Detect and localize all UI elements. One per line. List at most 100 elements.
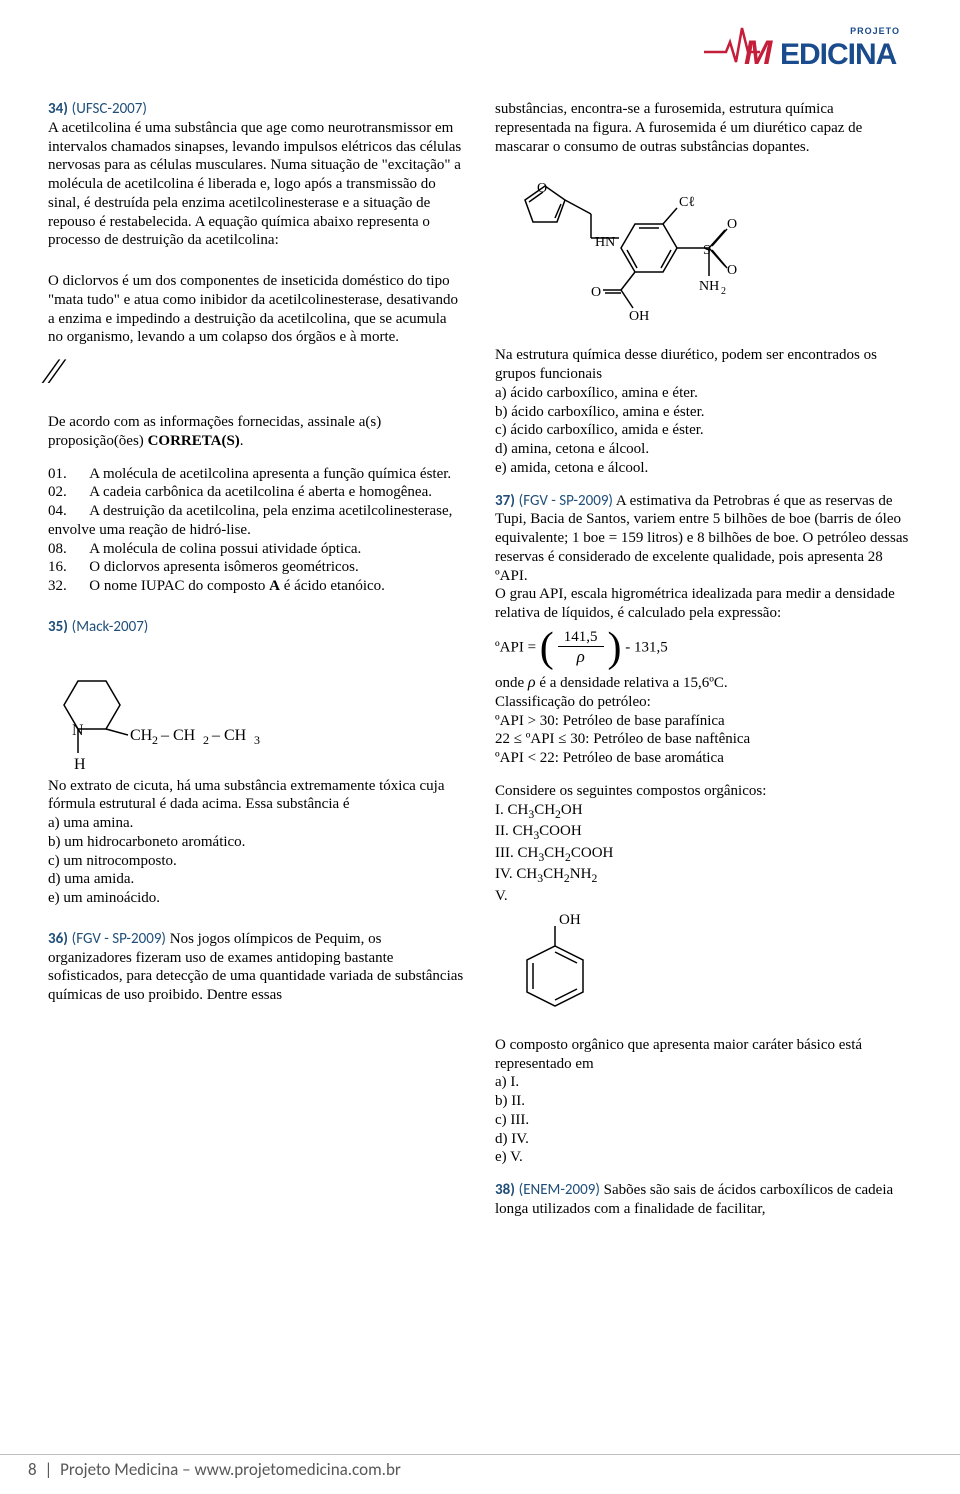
svg-text:2: 2 <box>152 733 158 747</box>
svg-text:OH: OH <box>629 309 649 324</box>
svg-text:O: O <box>591 285 601 300</box>
q36-p2: substâncias, encontra-se a furosemida, e… <box>495 100 912 156</box>
q36-b: b) ácido carboxílico, amina e éster. <box>495 403 912 422</box>
q36-e: e) amida, cetona e álcool. <box>495 459 912 478</box>
logo-m: M <box>744 34 773 68</box>
q36-num: 36) <box>48 930 68 948</box>
q34-p3c: . <box>240 433 244 449</box>
svg-text:HN: HN <box>595 235 615 250</box>
svg-text:O: O <box>537 181 547 196</box>
q37-c4: IV. CH3CH2NH2 <box>495 865 912 887</box>
q34-opt32: 32. O nome IUPAC do composto A é ácido e… <box>48 577 465 596</box>
api-rhs: - 131,5 <box>625 639 668 655</box>
q37-p3: O composto orgânico que apresenta maior … <box>495 1036 912 1074</box>
q35-a: a) uma amina. <box>48 814 465 833</box>
q35-p1: No extrato de cicuta, há uma substância … <box>48 777 465 815</box>
svg-text:O: O <box>727 217 737 232</box>
hatch-mark: ∕∕ <box>48 353 465 389</box>
svg-text:OH: OH <box>559 912 581 928</box>
q37-onde: onde ρ é a densidade relativa a 15,6ºC. <box>495 673 912 693</box>
q36-d: d) amina, cetona e álcool. <box>495 440 912 459</box>
logo: PROJETO M EDICINA <box>702 20 912 74</box>
q34-opt01: 01. A molécula de acetilcolina apresenta… <box>48 465 465 484</box>
api-lhs: ºAPI = <box>495 639 536 655</box>
svg-text:– CH: – CH <box>211 727 247 744</box>
q35-num: 35) <box>48 618 68 636</box>
q37-class1: ºAPI > 30: Petróleo de base parafínica <box>495 712 912 731</box>
content-columns: 34) (UFSC-2007) A acetilcolina é uma sub… <box>48 100 912 1219</box>
q36-structure: O HN Cℓ S O O NH 2 O OH <box>495 156 805 346</box>
logo-svg: PROJETO M EDICINA <box>702 20 912 68</box>
q34-p3: De acordo com as informações fornecidas,… <box>48 413 465 451</box>
svg-text:O: O <box>727 263 737 278</box>
q37-c2: II. CH3COOH <box>495 822 912 844</box>
q37-src: (FGV - SP-2009) <box>519 492 613 510</box>
q35-d: d) uma amida. <box>48 870 465 889</box>
q36-a: a) ácido carboxílico, amina e éter. <box>495 384 912 403</box>
q37-cons: Considere os seguintes compostos orgânic… <box>495 782 912 801</box>
svg-text:2: 2 <box>203 733 209 747</box>
svg-text:H: H <box>74 756 86 773</box>
svg-text:CH: CH <box>130 727 153 744</box>
q34-src: (UFSC-2007) <box>72 100 147 118</box>
q38-src: (ENEM-2009) <box>519 1181 600 1199</box>
q38-num: 38) <box>495 1181 515 1199</box>
q37-p2: O grau API, escala higrométrica idealiza… <box>495 585 912 623</box>
svg-text:3: 3 <box>254 733 260 747</box>
q37-d: d) IV. <box>495 1130 912 1149</box>
q37-c3: III. CH3CH2COOH <box>495 844 912 866</box>
q36-header-inline: 36) (FGV - SP-2009) Nos jogos olímpicos … <box>48 930 465 1005</box>
page-footer: 8 | Projeto Medicina – www.projetomedici… <box>0 1454 960 1480</box>
q35-header: 35) (Mack-2007) <box>48 618 465 637</box>
q34-header: 34) (UFSC-2007) <box>48 100 465 119</box>
page-container: PROJETO M EDICINA 34) (UFSC-2007) A acet… <box>0 0 960 1494</box>
q36-c: c) ácido carboxílico, amida e éster. <box>495 421 912 440</box>
q37-c: c) III. <box>495 1111 912 1130</box>
rho-symbol: ρ <box>528 674 536 691</box>
q37-b: b) II. <box>495 1092 912 1111</box>
q34-p2: O diclorvos é um dos componentes de inse… <box>48 272 465 347</box>
q35-b: b) um hidrocarboneto aromático. <box>48 833 465 852</box>
svg-text:N: N <box>72 722 84 739</box>
api-num: 141,5 <box>558 629 604 647</box>
svg-text:2: 2 <box>721 286 726 297</box>
api-den: ρ <box>571 647 591 667</box>
q34-p3b: CORRETA(S) <box>148 433 240 449</box>
svg-text:Cℓ: Cℓ <box>679 195 695 210</box>
q37-e: e) V. <box>495 1148 912 1167</box>
svg-text:NH: NH <box>699 279 719 294</box>
q34-opt02: 02. A cadeia carbônica da acetilcolina é… <box>48 483 465 502</box>
right-column: substâncias, encontra-se a furosemida, e… <box>495 100 912 1219</box>
q37-class-h: Classificação do petróleo: <box>495 693 912 712</box>
q35-structure: N H CH 2 – CH 2 – CH 3 <box>48 637 268 777</box>
q37-header-inline: 37) (FGV - SP-2009) A estimativa da Petr… <box>495 492 912 586</box>
q37-a: a) I. <box>495 1073 912 1092</box>
left-column: 34) (UFSC-2007) A acetilcolina é uma sub… <box>48 100 465 1219</box>
q35-c: c) um nitrocomposto. <box>48 852 465 871</box>
svg-text:S: S <box>703 243 711 258</box>
q37-formula: ºAPI = ( 141,5 ρ ) - 131,5 <box>495 627 912 669</box>
logo-small-text: PROJETO <box>850 26 900 36</box>
q34-opt08: 08. A molécula de colina possui atividad… <box>48 540 465 559</box>
q35-e: e) um aminoácido. <box>48 889 465 908</box>
footer-page: 8 <box>28 1459 37 1480</box>
q37-phenol: OH <box>495 906 635 1036</box>
q36-src: (FGV - SP-2009) <box>72 930 166 948</box>
q34-p1: A acetilcolina é uma substância que age … <box>48 119 465 250</box>
q35-src: (Mack-2007) <box>72 618 149 636</box>
footer-site: Projeto Medicina – www.projetomedicina.c… <box>60 1459 401 1480</box>
q37-class2: 22 ≤ ºAPI ≤ 30: Petróleo de base naftêni… <box>495 730 912 749</box>
q34-opt04: 04. A destruição da acetilcolina, pela e… <box>48 502 465 540</box>
q37-num: 37) <box>495 492 515 510</box>
q37-c5: V. <box>495 887 912 906</box>
api-fraction: ( 141,5 ρ ) <box>540 627 622 669</box>
q34-num: 34) <box>48 100 68 118</box>
q36-p3: Na estrutura química desse diurético, po… <box>495 346 912 384</box>
q34-opt16: 16. O diclorvos apresenta isômeros geomé… <box>48 558 465 577</box>
footer-sep: | <box>44 1459 52 1480</box>
svg-text:– CH: – CH <box>160 727 196 744</box>
q38-header-inline: 38) (ENEM-2009) Sabões são sais de ácido… <box>495 1181 912 1219</box>
logo-rest: EDICINA <box>780 38 897 68</box>
q37-c1: I. CH3CH2OH <box>495 801 912 823</box>
q37-class3: ºAPI < 22: Petróleo de base aromática <box>495 749 912 768</box>
